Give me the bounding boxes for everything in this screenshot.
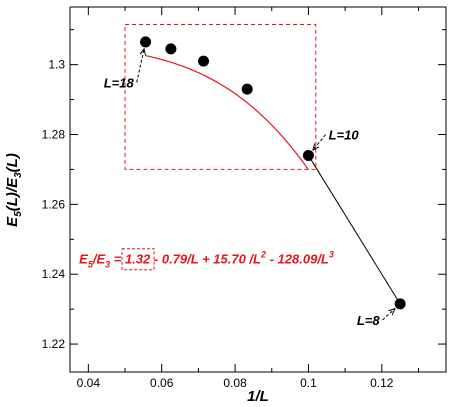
data-point (140, 36, 152, 48)
formula-boxed-term: 1.32 (125, 252, 151, 267)
point-label: L=10 (329, 128, 360, 143)
y-tick-label: 1.28 (42, 127, 66, 141)
fit-formula: E5/E3 = 1.32 - 0.79/L + 15.70 /L2 - 128.… (79, 250, 334, 270)
point-label: L=18 (104, 75, 135, 90)
x-tick-label: 0.06 (150, 376, 174, 390)
data-point (198, 55, 210, 67)
data-point (165, 43, 177, 55)
annotation-arrow (382, 309, 395, 321)
x-tick-label: 0.04 (77, 376, 101, 390)
axis-ticks: 0.04 0.06 0.08 0.1 0.12 1.22 1.24 1.26 1.28 1.3 (42, 7, 446, 390)
data-point (394, 298, 406, 310)
data-points (140, 36, 406, 310)
y-tick-label: 1.3 (48, 58, 65, 72)
y-tick-label: 1.26 (42, 197, 66, 211)
point-label: L=8 (357, 313, 381, 328)
y-tick-label: 1.22 (42, 337, 66, 351)
x-tick-label: 0.08 (223, 376, 247, 390)
series-lines (145, 54, 401, 305)
highlight-box-layer (124, 23, 317, 170)
formula-box (121, 248, 155, 271)
data-line-segment (308, 155, 401, 305)
x-tick-label: 0.12 (370, 376, 394, 390)
annotation-arrow (136, 49, 144, 83)
y-axis-title: E5(L)/E3(L) (4, 153, 24, 227)
annotations: L=18 L=10 L=8 (104, 49, 395, 328)
annotation-arrow (313, 134, 326, 150)
data-point (302, 149, 314, 161)
y-tick-label: 1.24 (42, 267, 66, 281)
x-tick-label: 0.1 (300, 376, 317, 390)
x-axis-title: 1/L (247, 388, 269, 405)
highlight-box (124, 23, 317, 170)
data-point (241, 83, 253, 95)
plot-frame (69, 6, 447, 373)
fit-curve (145, 54, 309, 171)
